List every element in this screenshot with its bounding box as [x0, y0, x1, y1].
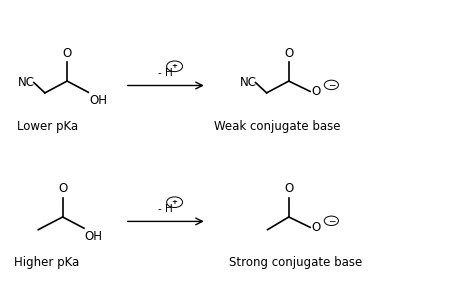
Text: NC: NC [18, 76, 35, 89]
Text: NC: NC [240, 76, 257, 89]
Text: O: O [284, 46, 294, 60]
Text: +: + [172, 199, 177, 205]
Text: Higher pKa: Higher pKa [14, 256, 80, 269]
Text: Weak conjugate base: Weak conjugate base [215, 120, 341, 133]
Text: Lower pKa: Lower pKa [17, 120, 78, 133]
Text: - H: - H [158, 68, 173, 78]
Text: OH: OH [89, 94, 107, 107]
Text: −: − [328, 80, 335, 89]
Text: O: O [284, 182, 294, 195]
Text: - H: - H [158, 204, 173, 214]
Text: OH: OH [85, 230, 103, 243]
Text: O: O [62, 46, 72, 60]
Text: O: O [311, 221, 320, 234]
Text: Strong conjugate base: Strong conjugate base [229, 256, 362, 269]
Text: +: + [172, 63, 177, 69]
Text: O: O [58, 182, 67, 195]
Text: −: − [328, 216, 335, 225]
Text: O: O [311, 85, 320, 98]
